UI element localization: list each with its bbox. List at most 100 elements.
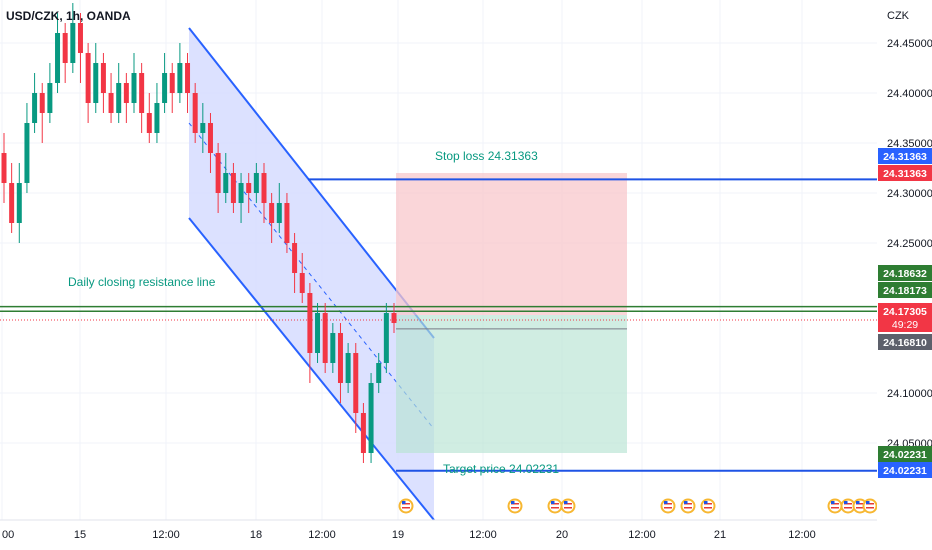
price-tag-bg: [878, 334, 932, 350]
channel-upper-line[interactable]: [188, 27, 435, 339]
candle-body: [360, 413, 366, 453]
us-event-icon[interactable]: [827, 498, 843, 514]
price-tag-bg: [878, 265, 932, 281]
us-event-icon[interactable]: [507, 498, 523, 514]
event-flag-stripe: [831, 503, 839, 505]
candle-body: [24, 123, 30, 183]
candle: [292, 233, 298, 293]
stop-zone[interactable]: [396, 173, 627, 315]
channel-lower-line[interactable]: [188, 217, 435, 521]
us-event-icon[interactable]: [862, 498, 878, 514]
x-tick-label: 12:00: [469, 529, 497, 541]
candle-body: [47, 83, 53, 113]
event-flag-stripe: [551, 503, 559, 505]
candle: [230, 163, 236, 213]
us-event-icon[interactable]: [660, 498, 676, 514]
target-annotation: Target price 24.02231: [443, 462, 559, 476]
price-axis[interactable]: 24.45000 24.40000 24.35000 24.30000 24.25000…: [887, 38, 932, 450]
candle: [269, 193, 275, 243]
candle-body: [322, 313, 328, 363]
candle: [93, 43, 99, 113]
us-event-icon[interactable]: [700, 498, 716, 514]
event-flag-stripe: [844, 507, 852, 509]
candle-body: [299, 273, 305, 293]
candle-body: [139, 73, 145, 113]
candle: [322, 303, 328, 373]
candle: [123, 73, 129, 123]
candle: [383, 303, 389, 373]
price-levels: [0, 178, 877, 472]
candle: [207, 113, 213, 173]
x-tick-label: 21: [714, 529, 726, 541]
event-flag-stripe: [551, 507, 559, 509]
price-tag: 24.16810: [878, 334, 932, 350]
economic-events[interactable]: [398, 498, 878, 514]
event-flag-stripe: [564, 503, 572, 505]
candle: [108, 73, 114, 123]
candle-body: [230, 173, 236, 203]
target-zone[interactable]: [396, 315, 627, 453]
price-tag-countdown: 49:29: [892, 319, 918, 331]
candle: [215, 143, 221, 213]
candle-body: [207, 123, 213, 153]
price-tag: 24.31363: [878, 148, 932, 164]
event-flag-stripe: [402, 507, 410, 509]
candle-body: [154, 103, 160, 133]
candle: [223, 153, 229, 203]
candle-body: [108, 93, 114, 113]
us-event-icon[interactable]: [560, 498, 576, 514]
y-tick-label: 24.35000: [887, 138, 932, 150]
price-tags: 24.31363 24.31363 24.18632 24.18173 24.17305…: [878, 148, 932, 478]
x-tick-label: 18: [250, 529, 262, 541]
x-tick-label: 20: [556, 529, 568, 541]
y-tick-label: 24.45000: [887, 38, 932, 50]
us-event-icon[interactable]: [840, 498, 856, 514]
candle: [100, 53, 106, 113]
event-flag-canton: [856, 501, 860, 504]
price-tag: 24.18173: [878, 282, 932, 298]
candle-body: [276, 203, 282, 223]
candle-body: [376, 363, 382, 383]
event-flag-stripe: [856, 507, 864, 509]
time-axis[interactable]: 00 15 12:00 18 12:00 19 12:00 20 12:00 21 12:00: [2, 529, 816, 541]
candle: [200, 103, 206, 153]
candle-body: [9, 183, 15, 223]
candle: [238, 173, 244, 223]
candle: [177, 43, 183, 103]
us-event-icon[interactable]: [680, 498, 696, 514]
event-flag-stripe: [664, 503, 672, 505]
event-flag-canton: [511, 501, 515, 504]
candle-body: [146, 113, 152, 133]
event-flag-canton: [551, 501, 555, 504]
us-event-icon[interactable]: [398, 498, 414, 514]
candle: [192, 83, 198, 143]
y-tick-label: 24.30000: [887, 188, 932, 200]
event-flag-canton: [684, 501, 688, 504]
price-tag-label: 24.18173: [883, 285, 927, 297]
candle-body: [162, 73, 168, 103]
candle-body: [62, 33, 68, 63]
candle: [391, 303, 397, 333]
us-event-icon[interactable]: [547, 498, 563, 514]
candle-body: [292, 243, 298, 273]
event-flag-canton: [844, 501, 848, 504]
candle: [284, 193, 290, 253]
event-flag-stripe: [402, 503, 410, 505]
candle: [337, 323, 343, 403]
candle: [246, 173, 252, 213]
candle-body: [32, 93, 38, 123]
candle: [70, 3, 76, 73]
candle-body: [200, 123, 206, 133]
event-flag-stripe: [684, 507, 692, 509]
candle-body: [368, 383, 374, 453]
price-tag: 24.02231: [878, 446, 932, 462]
price-tag-label: 24.16810: [883, 337, 927, 349]
candle: [55, 13, 61, 93]
candle-body: [93, 63, 99, 103]
candle-body: [391, 313, 397, 323]
event-flag-canton: [831, 501, 835, 504]
candle-body: [85, 53, 91, 103]
candle: [9, 163, 15, 233]
candlestick-series: [1, 3, 397, 463]
